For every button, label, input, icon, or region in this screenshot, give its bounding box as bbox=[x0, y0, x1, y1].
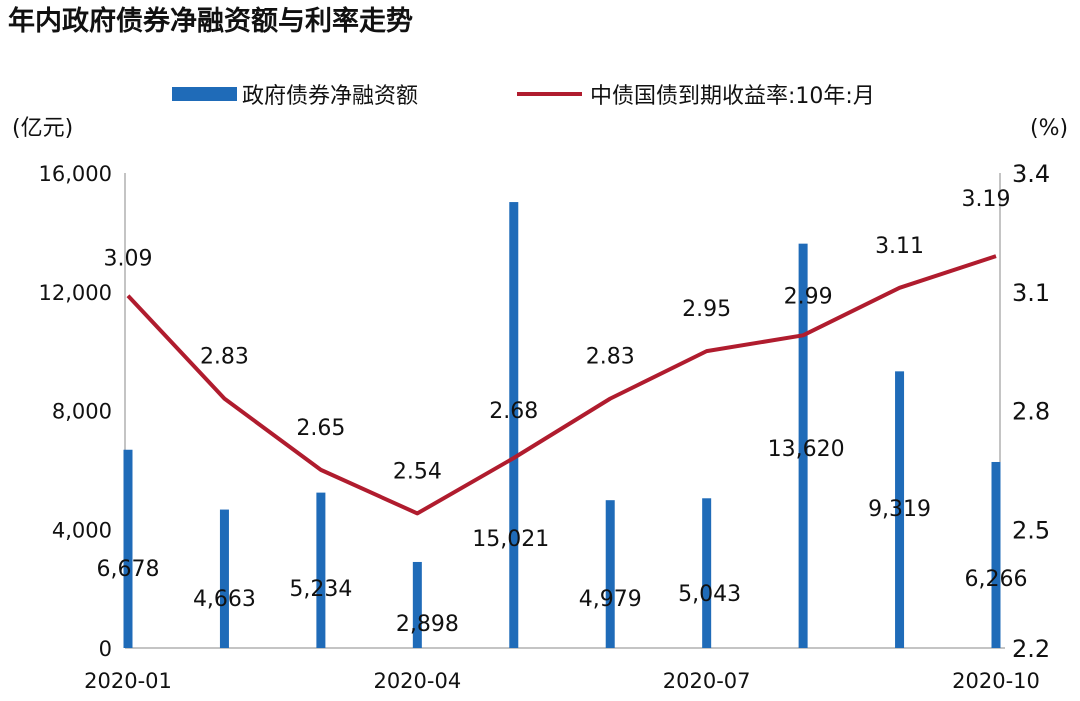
chart-title: 年内政府债券净融资额与利率走势 bbox=[8, 5, 413, 37]
right-tick-label: 2.5 bbox=[1012, 516, 1050, 544]
line-data-label: 2.68 bbox=[489, 399, 538, 424]
legend-bar-label: 政府债券净融资额 bbox=[242, 84, 418, 109]
left-axis-label: (亿元) bbox=[12, 116, 73, 141]
left-tick-label: 4,000 bbox=[52, 518, 112, 542]
bar bbox=[991, 461, 1001, 648]
bar bbox=[509, 202, 519, 648]
line-data-label: 2.83 bbox=[200, 345, 249, 370]
bar bbox=[123, 449, 133, 648]
legend-line-label: 中债国债到期收益率:10年:月 bbox=[590, 84, 875, 109]
right-tick-label: 3.1 bbox=[1012, 279, 1050, 307]
line-data-label: 2.54 bbox=[393, 459, 442, 484]
bar-data-label: 5,043 bbox=[678, 582, 741, 607]
right-tick-label: 3.4 bbox=[1012, 160, 1050, 188]
left-tick-label: 8,000 bbox=[52, 400, 112, 424]
bar bbox=[219, 509, 229, 648]
line-data-label: 2.65 bbox=[296, 416, 345, 441]
bar-data-label: 6,678 bbox=[97, 557, 160, 582]
yield-line bbox=[126, 254, 997, 516]
line-data-label: 3.11 bbox=[875, 234, 924, 259]
bar bbox=[605, 500, 615, 648]
line-data-label: 3.09 bbox=[104, 247, 153, 272]
bar-data-label: 5,234 bbox=[289, 577, 352, 602]
bar-data-label: 2,898 bbox=[396, 612, 459, 637]
bar-data-label: 15,021 bbox=[472, 527, 549, 552]
line-data-label: 2.83 bbox=[586, 345, 635, 370]
bar-data-label: 4,663 bbox=[193, 587, 256, 612]
right-tick-label: 2.8 bbox=[1012, 398, 1050, 426]
legend: 政府债券净融资额 中债国债到期收益率:10年:月 bbox=[172, 84, 875, 109]
x-tick-label: 2020-04 bbox=[373, 669, 461, 693]
bar-data-label: 4,979 bbox=[579, 587, 642, 612]
bar-data-label: 9,319 bbox=[868, 497, 931, 522]
bar-data-label: 13,620 bbox=[768, 437, 845, 462]
bar bbox=[412, 561, 422, 648]
x-tick-label: 2020-07 bbox=[663, 669, 751, 693]
bar bbox=[702, 498, 712, 648]
legend-bar-swatch bbox=[172, 87, 237, 101]
right-tick-label: 2.2 bbox=[1012, 635, 1050, 663]
right-axis-label: (%) bbox=[1030, 116, 1068, 141]
x-tick-label: 2020-10 bbox=[952, 669, 1040, 693]
left-tick-label: 16,000 bbox=[39, 162, 112, 186]
bar bbox=[316, 492, 326, 648]
x-tick-label: 2020-01 bbox=[84, 669, 172, 693]
left-tick-label: 0 bbox=[99, 637, 112, 661]
line-data-label: 2.95 bbox=[682, 297, 731, 322]
left-tick-label: 12,000 bbox=[39, 281, 112, 305]
bar-data-label: 6,266 bbox=[965, 567, 1028, 592]
bar bbox=[798, 243, 808, 648]
line-data-label: 2.99 bbox=[784, 284, 833, 309]
bar bbox=[895, 371, 905, 648]
line-data-label: 3.19 bbox=[962, 187, 1011, 212]
